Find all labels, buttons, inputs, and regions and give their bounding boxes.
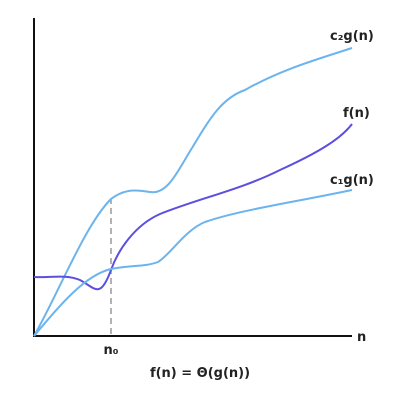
upper-bound-label: c₂g(n) (330, 29, 374, 44)
lower-bound-label: c₁g(n) (330, 173, 374, 188)
function-label: f(n) (343, 106, 370, 121)
lower-bound-curve (33, 189, 353, 337)
function-curve (33, 123, 353, 291)
x-axis-label: n (357, 330, 366, 345)
upper-bound-curve (33, 47, 353, 337)
caption: f(n) = Θ(g(n)) (150, 366, 250, 381)
threshold-label: n₀ (104, 343, 119, 358)
